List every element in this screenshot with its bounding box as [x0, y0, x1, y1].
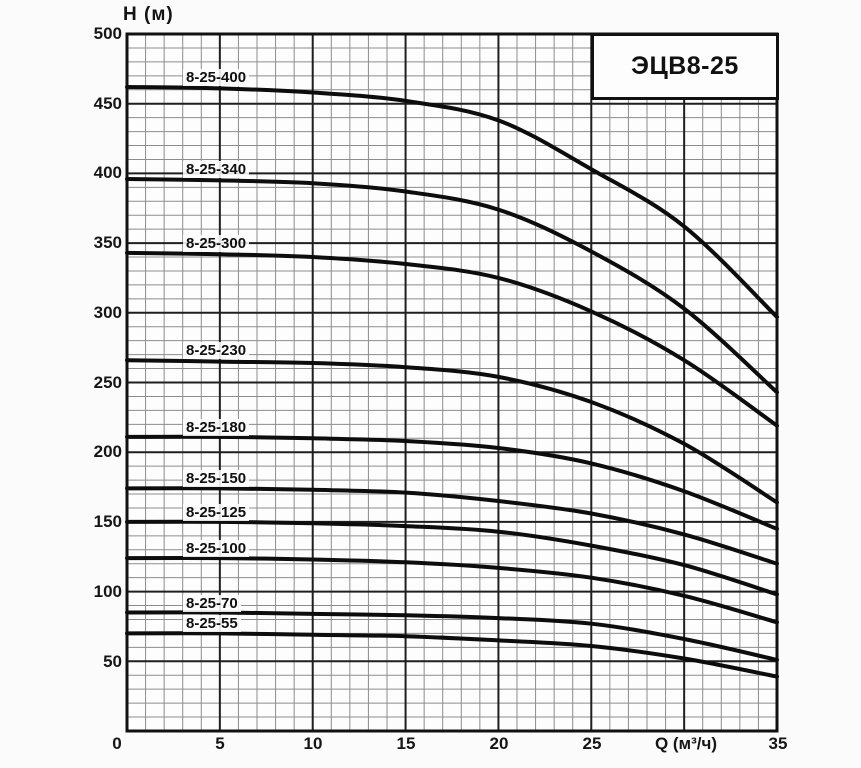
curve-label-8-25-340: 8-25-340	[183, 160, 250, 178]
curve-label-8-25-100: 8-25-100	[183, 540, 250, 558]
x-axis-title: Q (м³/ч)	[654, 734, 718, 753]
y-tick-label: 300	[93, 303, 122, 322]
chart-title-box: ЭЦВ8-25	[591, 33, 779, 100]
y-tick-label: 400	[93, 163, 122, 182]
x-tick-label: 35	[768, 734, 788, 753]
y-tick-label: 250	[93, 373, 122, 392]
x-tick-label: 10	[303, 734, 323, 753]
y-tick-label: 500	[93, 24, 122, 43]
x-tick-label: 15	[396, 734, 416, 753]
curve-label-8-25-125: 8-25-125	[183, 503, 250, 521]
curve-label-8-25-70: 8-25-70	[183, 594, 241, 612]
y-tick-label: 350	[93, 233, 122, 252]
origin-tick-label: 0	[112, 734, 122, 753]
y-tick-label: 100	[93, 582, 122, 601]
curve-label-8-25-180: 8-25-180	[183, 418, 250, 436]
curve-label-8-25-150: 8-25-150	[183, 470, 250, 488]
curve-label-8-25-230: 8-25-230	[183, 342, 250, 360]
y-axis-title: H (м)	[123, 4, 174, 25]
x-tick-label: 20	[489, 734, 509, 753]
curve-label-8-25-300: 8-25-300	[183, 234, 250, 252]
x-tick-label: 25	[582, 734, 602, 753]
curve-label-8-25-55: 8-25-55	[183, 615, 241, 633]
y-tick-label: 200	[93, 442, 122, 461]
y-tick-label: 450	[93, 94, 122, 113]
y-tick-label: 50	[103, 652, 122, 671]
curve-label-8-25-400: 8-25-400	[183, 68, 250, 86]
chart-title: ЭЦВ8-25	[631, 52, 739, 80]
y-tick-label: 150	[93, 512, 122, 531]
x-tick-label: 5	[215, 734, 225, 753]
